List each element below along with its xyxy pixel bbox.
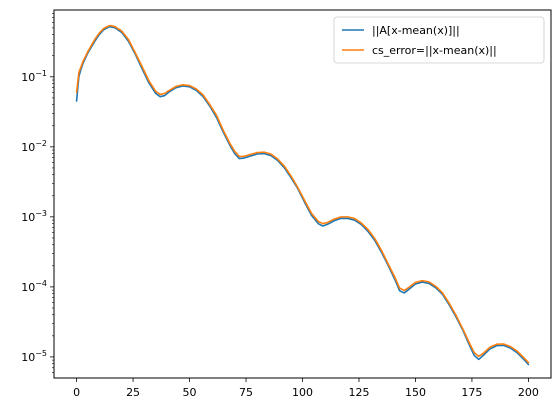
y-tick-label: 10−5: [21, 349, 47, 364]
x-tick-label: 150: [405, 386, 426, 399]
plot-frame: [53, 9, 552, 379]
y-tick-label: 10−1: [21, 69, 47, 84]
legend-label: ||A[x-mean(x)]||: [372, 24, 460, 37]
x-tick-label: 200: [518, 386, 539, 399]
y-axis: 10−5 10−4 10−3 10−2 10−1: [21, 13, 54, 373]
x-axis: 0 25 50 75 100 125 150 175 200: [73, 378, 539, 399]
x-tick-label: 100: [292, 386, 313, 399]
y-tick-label: 10−4: [21, 279, 47, 294]
legend-box: [333, 16, 545, 64]
y-tick-label: 10−2: [21, 139, 47, 154]
y-tick-label: 10−3: [21, 209, 47, 224]
series-line-2: [75, 24, 530, 364]
x-tick-label: 75: [239, 386, 253, 399]
legend: ||A[x-mean(x)]|| cs_error=||x-mean(x)||: [333, 16, 545, 64]
x-tick-label: 175: [461, 386, 482, 399]
x-tick-label: 0: [73, 386, 80, 399]
x-tick-label: 50: [183, 386, 197, 399]
legend-label: cs_error=||x-mean(x)||: [372, 44, 497, 57]
plot-area: [54, 10, 551, 378]
x-tick-label: 125: [348, 386, 369, 399]
series-layer: [75, 24, 530, 366]
x-tick-label: 25: [126, 386, 140, 399]
